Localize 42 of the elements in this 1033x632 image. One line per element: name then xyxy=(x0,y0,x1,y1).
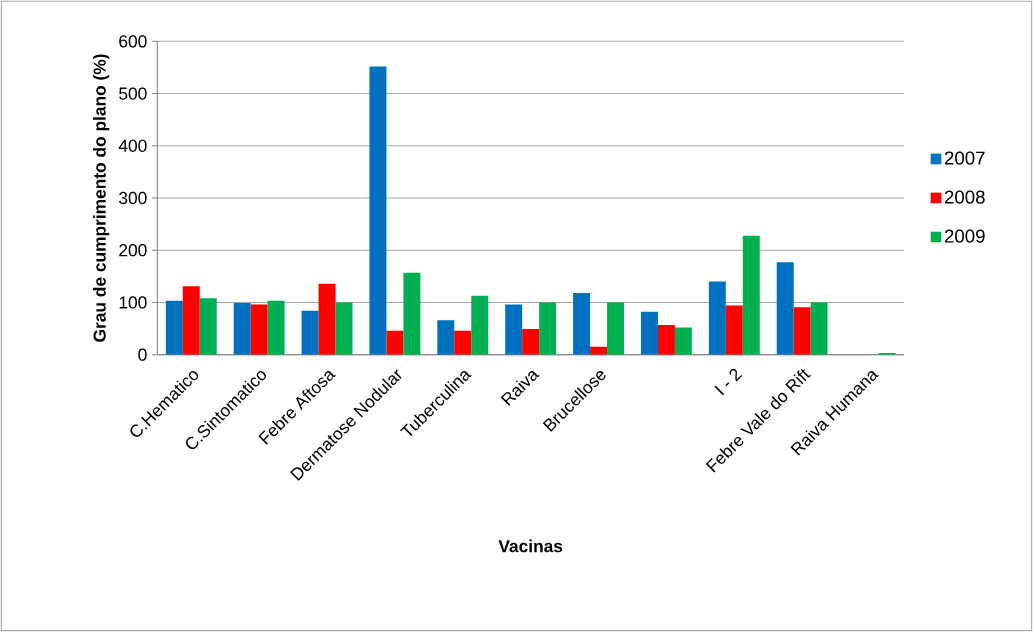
bar xyxy=(403,272,421,355)
bar xyxy=(810,302,828,355)
bar xyxy=(301,310,319,355)
bar xyxy=(607,302,624,355)
y-tick-label: 300 xyxy=(119,191,147,205)
y-tick-label: 400 xyxy=(118,139,147,152)
bar xyxy=(776,262,794,355)
bar xyxy=(742,235,760,355)
bar xyxy=(165,300,183,355)
legend-label: 2008 xyxy=(944,190,985,204)
bar xyxy=(437,320,455,355)
bar xyxy=(725,305,743,355)
bar xyxy=(454,330,472,355)
bar xyxy=(250,304,268,355)
bar xyxy=(505,304,523,355)
y-tick-label: 100 xyxy=(119,296,147,309)
bar xyxy=(471,295,489,355)
bar xyxy=(657,324,675,355)
x-axis-title: Vacinas xyxy=(498,539,563,553)
y-axis-title: Grau de cumprimento do plano (%) xyxy=(93,54,110,342)
bar xyxy=(182,286,200,355)
bar xyxy=(318,283,336,355)
bar xyxy=(233,302,251,355)
bar xyxy=(522,329,540,355)
bar xyxy=(386,330,404,355)
legend-label: 2009 xyxy=(944,229,985,243)
bar xyxy=(369,66,387,355)
y-tick-label: 200 xyxy=(119,244,147,257)
bar xyxy=(199,298,217,355)
y-tick-label: 600 xyxy=(119,35,147,48)
y-tick-label: 500 xyxy=(119,87,147,100)
bar xyxy=(640,311,658,355)
legend-label: 2007 xyxy=(944,151,985,165)
bar xyxy=(573,293,591,355)
bar xyxy=(335,302,353,355)
bar xyxy=(267,300,285,355)
bar xyxy=(539,302,557,355)
bar xyxy=(793,307,811,355)
y-tick-label: 0 xyxy=(138,348,147,361)
bar xyxy=(708,281,726,355)
x-tick-label: I - 2 xyxy=(714,368,743,396)
bar xyxy=(674,327,692,355)
